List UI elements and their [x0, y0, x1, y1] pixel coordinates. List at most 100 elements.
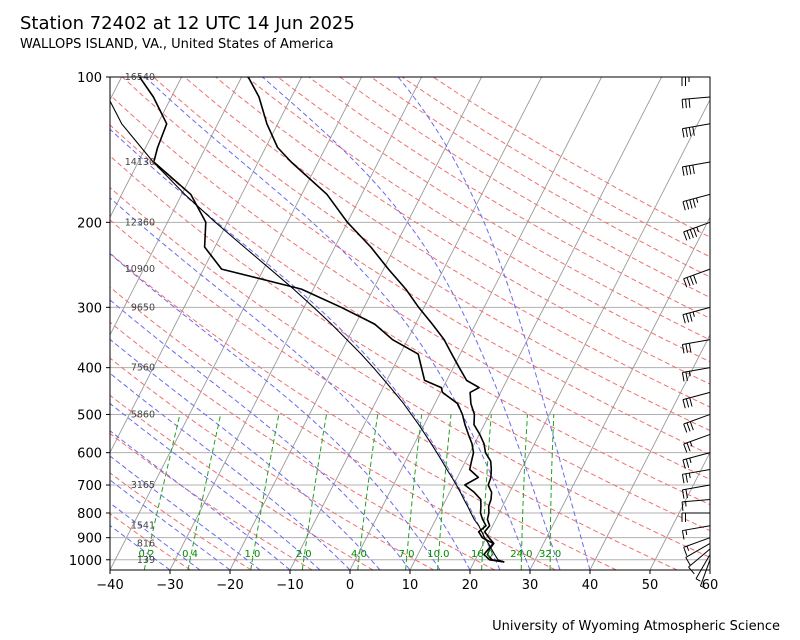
wind-barb: [683, 221, 711, 241]
isotherm-line: [110, 77, 303, 454]
y-tick-label: 100: [77, 71, 102, 86]
moist-adiabat-line: [110, 253, 441, 570]
moist-adiabat-line: [110, 479, 231, 570]
wind-barb: [695, 554, 711, 582]
chart-subtitle: WALLOPS ISLAND, VA., United States of Am…: [20, 37, 334, 52]
dry-adiabat-line: [308, 77, 710, 319]
wind-barb: [682, 452, 711, 469]
temperature-profile-line: [247, 77, 505, 563]
y-tick-label: 900: [77, 532, 102, 547]
wind-barb: [683, 433, 711, 453]
y-tick-label: 600: [77, 447, 102, 462]
wind-barb: [681, 484, 711, 499]
dry-adiabat-line: [110, 252, 617, 570]
x-tick-label: 0: [346, 578, 354, 593]
wind-barb: [699, 559, 711, 589]
dry-adiabat-line: [110, 219, 678, 570]
wind-barbs: [681, 76, 711, 589]
wind-barb: [681, 123, 711, 138]
dry-adiabat-line: [110, 394, 374, 570]
moist-adiabat-line: [144, 77, 531, 570]
dry-adiabat-line: [432, 77, 710, 238]
x-tick-label: −30: [156, 578, 183, 593]
dewpoint-profile-line: [138, 77, 505, 563]
mixing-ratio-label: 24.0: [510, 549, 532, 560]
wind-barb: [681, 161, 711, 176]
height-label: 3165: [131, 480, 155, 491]
y-tick-label: 400: [77, 362, 102, 377]
mixing-ratio-label: 10.0: [427, 549, 449, 560]
dry-adiabat-line: [110, 124, 710, 506]
x-tick-label: 10: [402, 578, 419, 593]
mixing-ratio-line: [143, 414, 181, 570]
wind-barb: [681, 498, 711, 511]
isotherm-line: [110, 77, 123, 101]
mixing-ratio-label: 32.0: [539, 549, 561, 560]
height-label: 16540: [125, 72, 155, 83]
isotherm-line: [709, 569, 710, 570]
wind-barb: [681, 96, 711, 109]
mixing-ratio-line: [549, 414, 555, 570]
x-tick-label: −20: [216, 578, 243, 593]
height-label: 12360: [125, 217, 155, 228]
parcel-profile-line: [110, 99, 505, 563]
x-tick-label: 40: [582, 578, 599, 593]
mixing-ratio-label: 0.4: [182, 549, 198, 560]
x-tick-label: 30: [522, 578, 539, 593]
mixing-ratio-line: [481, 414, 492, 570]
isotherm-line: [469, 98, 710, 570]
height-label: 139: [137, 555, 155, 566]
moist-adiabat-line: [262, 77, 561, 570]
mixing-ratio-label: 7.0: [399, 549, 415, 560]
background-lines: [0, 77, 710, 570]
mixing-ratio-line: [520, 414, 528, 570]
moist-adiabat-line: [110, 128, 501, 570]
isotherm-line: [0, 77, 2, 570]
dry-adiabat-line: [110, 357, 435, 570]
dry-adiabat-line: [110, 513, 191, 570]
wind-barb: [682, 306, 711, 324]
isotherm-line: [649, 451, 710, 570]
moist-adiabat-line: [110, 299, 411, 570]
x-tick-label: −40: [96, 578, 123, 593]
dry-adiabat-line: [277, 77, 710, 341]
wind-barb: [682, 193, 711, 211]
isotherm-line: [409, 77, 663, 570]
mixing-ratio-label: 1.0: [244, 549, 260, 560]
dry-adiabat-line: [110, 321, 495, 570]
moist-adiabat-line: [110, 524, 171, 570]
wind-barb: [681, 468, 711, 484]
wind-barb: [682, 391, 711, 409]
dry-adiabat-line: [184, 77, 710, 408]
y-tick-label: 1000: [69, 554, 102, 569]
y-tick-label: 500: [77, 408, 102, 423]
mixing-ratio-label: 4.0: [351, 549, 367, 560]
annotations: 0.2 0.4 1.0 2.0 4.0 7.0 10.0 16.0 24.0 32.0 16540 1…: [125, 72, 562, 566]
isotherm-line: [589, 333, 710, 570]
isotherm-line: [110, 77, 243, 336]
dry-adiabat-line: [122, 77, 710, 456]
height-label: 9650: [131, 302, 155, 313]
wind-barb: [683, 537, 711, 556]
height-label: 7560: [131, 363, 155, 374]
isotherm-line: [349, 77, 603, 570]
dry-adiabat-line: [110, 472, 252, 570]
dry-adiabat-line: [110, 94, 710, 480]
moist-adiabat-line: [110, 372, 351, 570]
height-label: 14130: [125, 157, 155, 168]
isotherm-line: [110, 77, 183, 219]
moist-adiabat-line: [110, 455, 261, 570]
mixing-ratio-label: 0.2: [139, 549, 155, 560]
height-label: 5860: [131, 409, 155, 420]
isotherm-line: [529, 216, 710, 570]
x-tick-label: 60: [702, 578, 719, 593]
y-tick-label: 300: [77, 301, 102, 316]
moist-adiabat-line: [397, 77, 591, 570]
mixing-ratio-line: [301, 414, 327, 570]
wind-barb: [681, 525, 711, 540]
isotherm-line: [169, 77, 423, 570]
height-label: 10900: [125, 264, 155, 275]
wind-barb: [683, 413, 711, 433]
dry-adiabat-line: [370, 77, 710, 278]
